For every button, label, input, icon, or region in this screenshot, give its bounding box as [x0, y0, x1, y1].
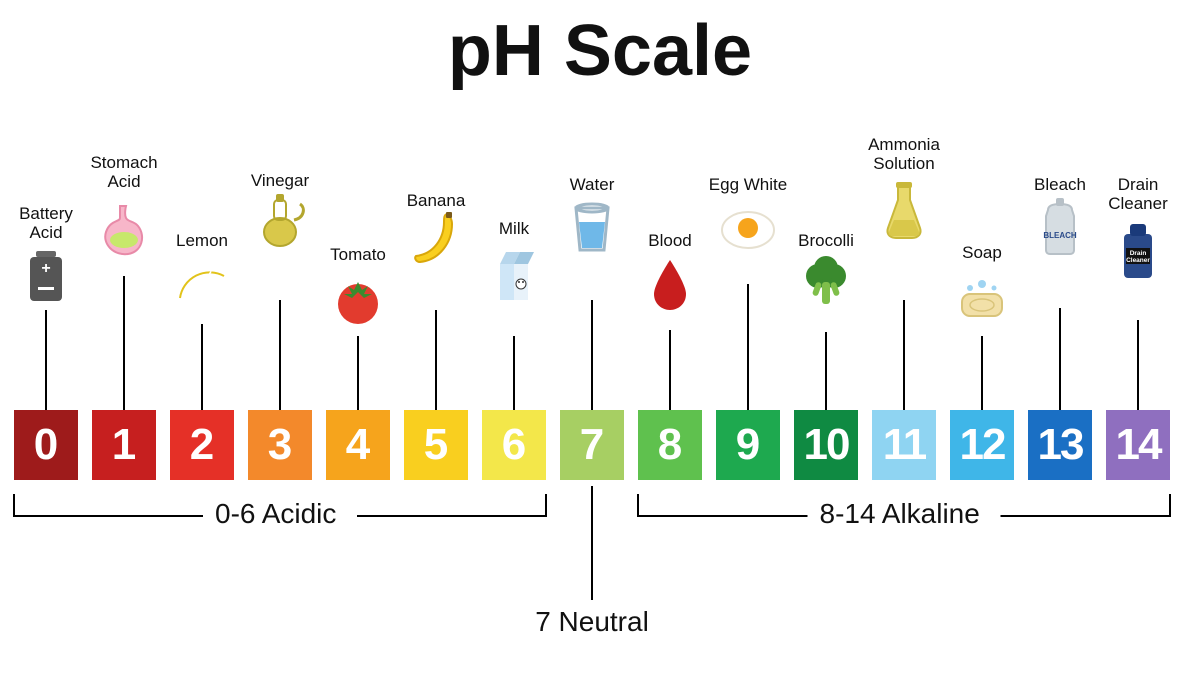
label-4: Tomato — [313, 246, 403, 265]
connector-4 — [357, 336, 359, 410]
connector-7 — [591, 300, 593, 410]
ph-cell-13: 13 — [1028, 410, 1092, 480]
acidic-bracket — [0, 0, 1200, 675]
label-11: AmmoniaSolution — [859, 136, 949, 173]
label-7: Water — [547, 176, 637, 195]
vinegar-icon — [250, 190, 310, 250]
ph-cell-3: 3 — [248, 410, 312, 480]
drain-icon: DrainCleaner — [1108, 220, 1168, 280]
svg-text:Cleaner: Cleaner — [1126, 257, 1150, 264]
ph-cell-14: 14 — [1106, 410, 1170, 480]
ph-cell-8: 8 — [638, 410, 702, 480]
battery-icon: + — [16, 245, 76, 305]
connector-2 — [201, 324, 203, 410]
label-2: Lemon — [157, 232, 247, 251]
connector-11 — [903, 300, 905, 410]
alkaline-label: 8-14 Alkaline — [820, 498, 980, 530]
svg-text:BLEACH: BLEACH — [1043, 231, 1077, 240]
connector-1 — [123, 276, 125, 410]
connector-0 — [45, 310, 47, 410]
connector-14 — [1137, 320, 1139, 410]
neutral-label: 7 Neutral — [532, 606, 652, 638]
label-3: Vinegar — [235, 172, 325, 191]
ph-cell-0: 0 — [14, 410, 78, 480]
blood-icon — [640, 252, 700, 312]
egg-icon — [718, 196, 778, 256]
label-9: Egg White — [703, 176, 793, 195]
soap-icon — [952, 264, 1012, 324]
connector-10 — [825, 332, 827, 410]
label-12: Soap — [937, 244, 1027, 263]
svg-text:+: + — [41, 260, 50, 277]
ph-cell-9: 9 — [716, 410, 780, 480]
ph-scale-infographic: pH Scale 0 + BatteryAcid 1 StomachAcid 2 Lemon… — [0, 0, 1200, 675]
banana-icon — [406, 208, 466, 268]
ph-cell-7: 7 — [560, 410, 624, 480]
label-8: Blood — [625, 232, 715, 251]
ph-cell-10: 10 — [794, 410, 858, 480]
ph-cell-2: 2 — [170, 410, 234, 480]
page-title: pH Scale — [0, 10, 1200, 92]
ph-cell-12: 12 — [950, 410, 1014, 480]
tomato-icon — [328, 268, 388, 328]
milk-icon — [484, 244, 544, 304]
lemon-icon — [172, 252, 232, 312]
label-14: DrainCleaner — [1093, 176, 1183, 213]
label-13: Bleach — [1015, 176, 1105, 195]
connector-3 — [279, 300, 281, 410]
stomach-icon — [94, 200, 154, 260]
neutral-connector — [591, 486, 593, 600]
connector-6 — [513, 336, 515, 410]
connector-9 — [747, 284, 749, 410]
acidic-label: 0-6 Acidic — [215, 498, 336, 530]
label-6: Milk — [469, 220, 559, 239]
broccoli-icon — [796, 252, 856, 312]
svg-text:Drain: Drain — [1130, 250, 1147, 257]
bleach-icon: BLEACH — [1030, 196, 1090, 256]
connector-13 — [1059, 308, 1061, 410]
water-icon — [562, 196, 622, 256]
connector-5 — [435, 310, 437, 410]
label-0: BatteryAcid — [1, 205, 91, 242]
label-5: Banana — [391, 192, 481, 211]
ph-cell-1: 1 — [92, 410, 156, 480]
ph-cell-4: 4 — [326, 410, 390, 480]
flask-icon — [874, 180, 934, 240]
ph-cell-11: 11 — [872, 410, 936, 480]
connector-12 — [981, 336, 983, 410]
alkaline-bracket — [0, 0, 1200, 675]
label-1: StomachAcid — [79, 154, 169, 191]
connector-8 — [669, 330, 671, 410]
label-10: Brocolli — [781, 232, 871, 251]
ph-cell-5: 5 — [404, 410, 468, 480]
ph-cell-6: 6 — [482, 410, 546, 480]
